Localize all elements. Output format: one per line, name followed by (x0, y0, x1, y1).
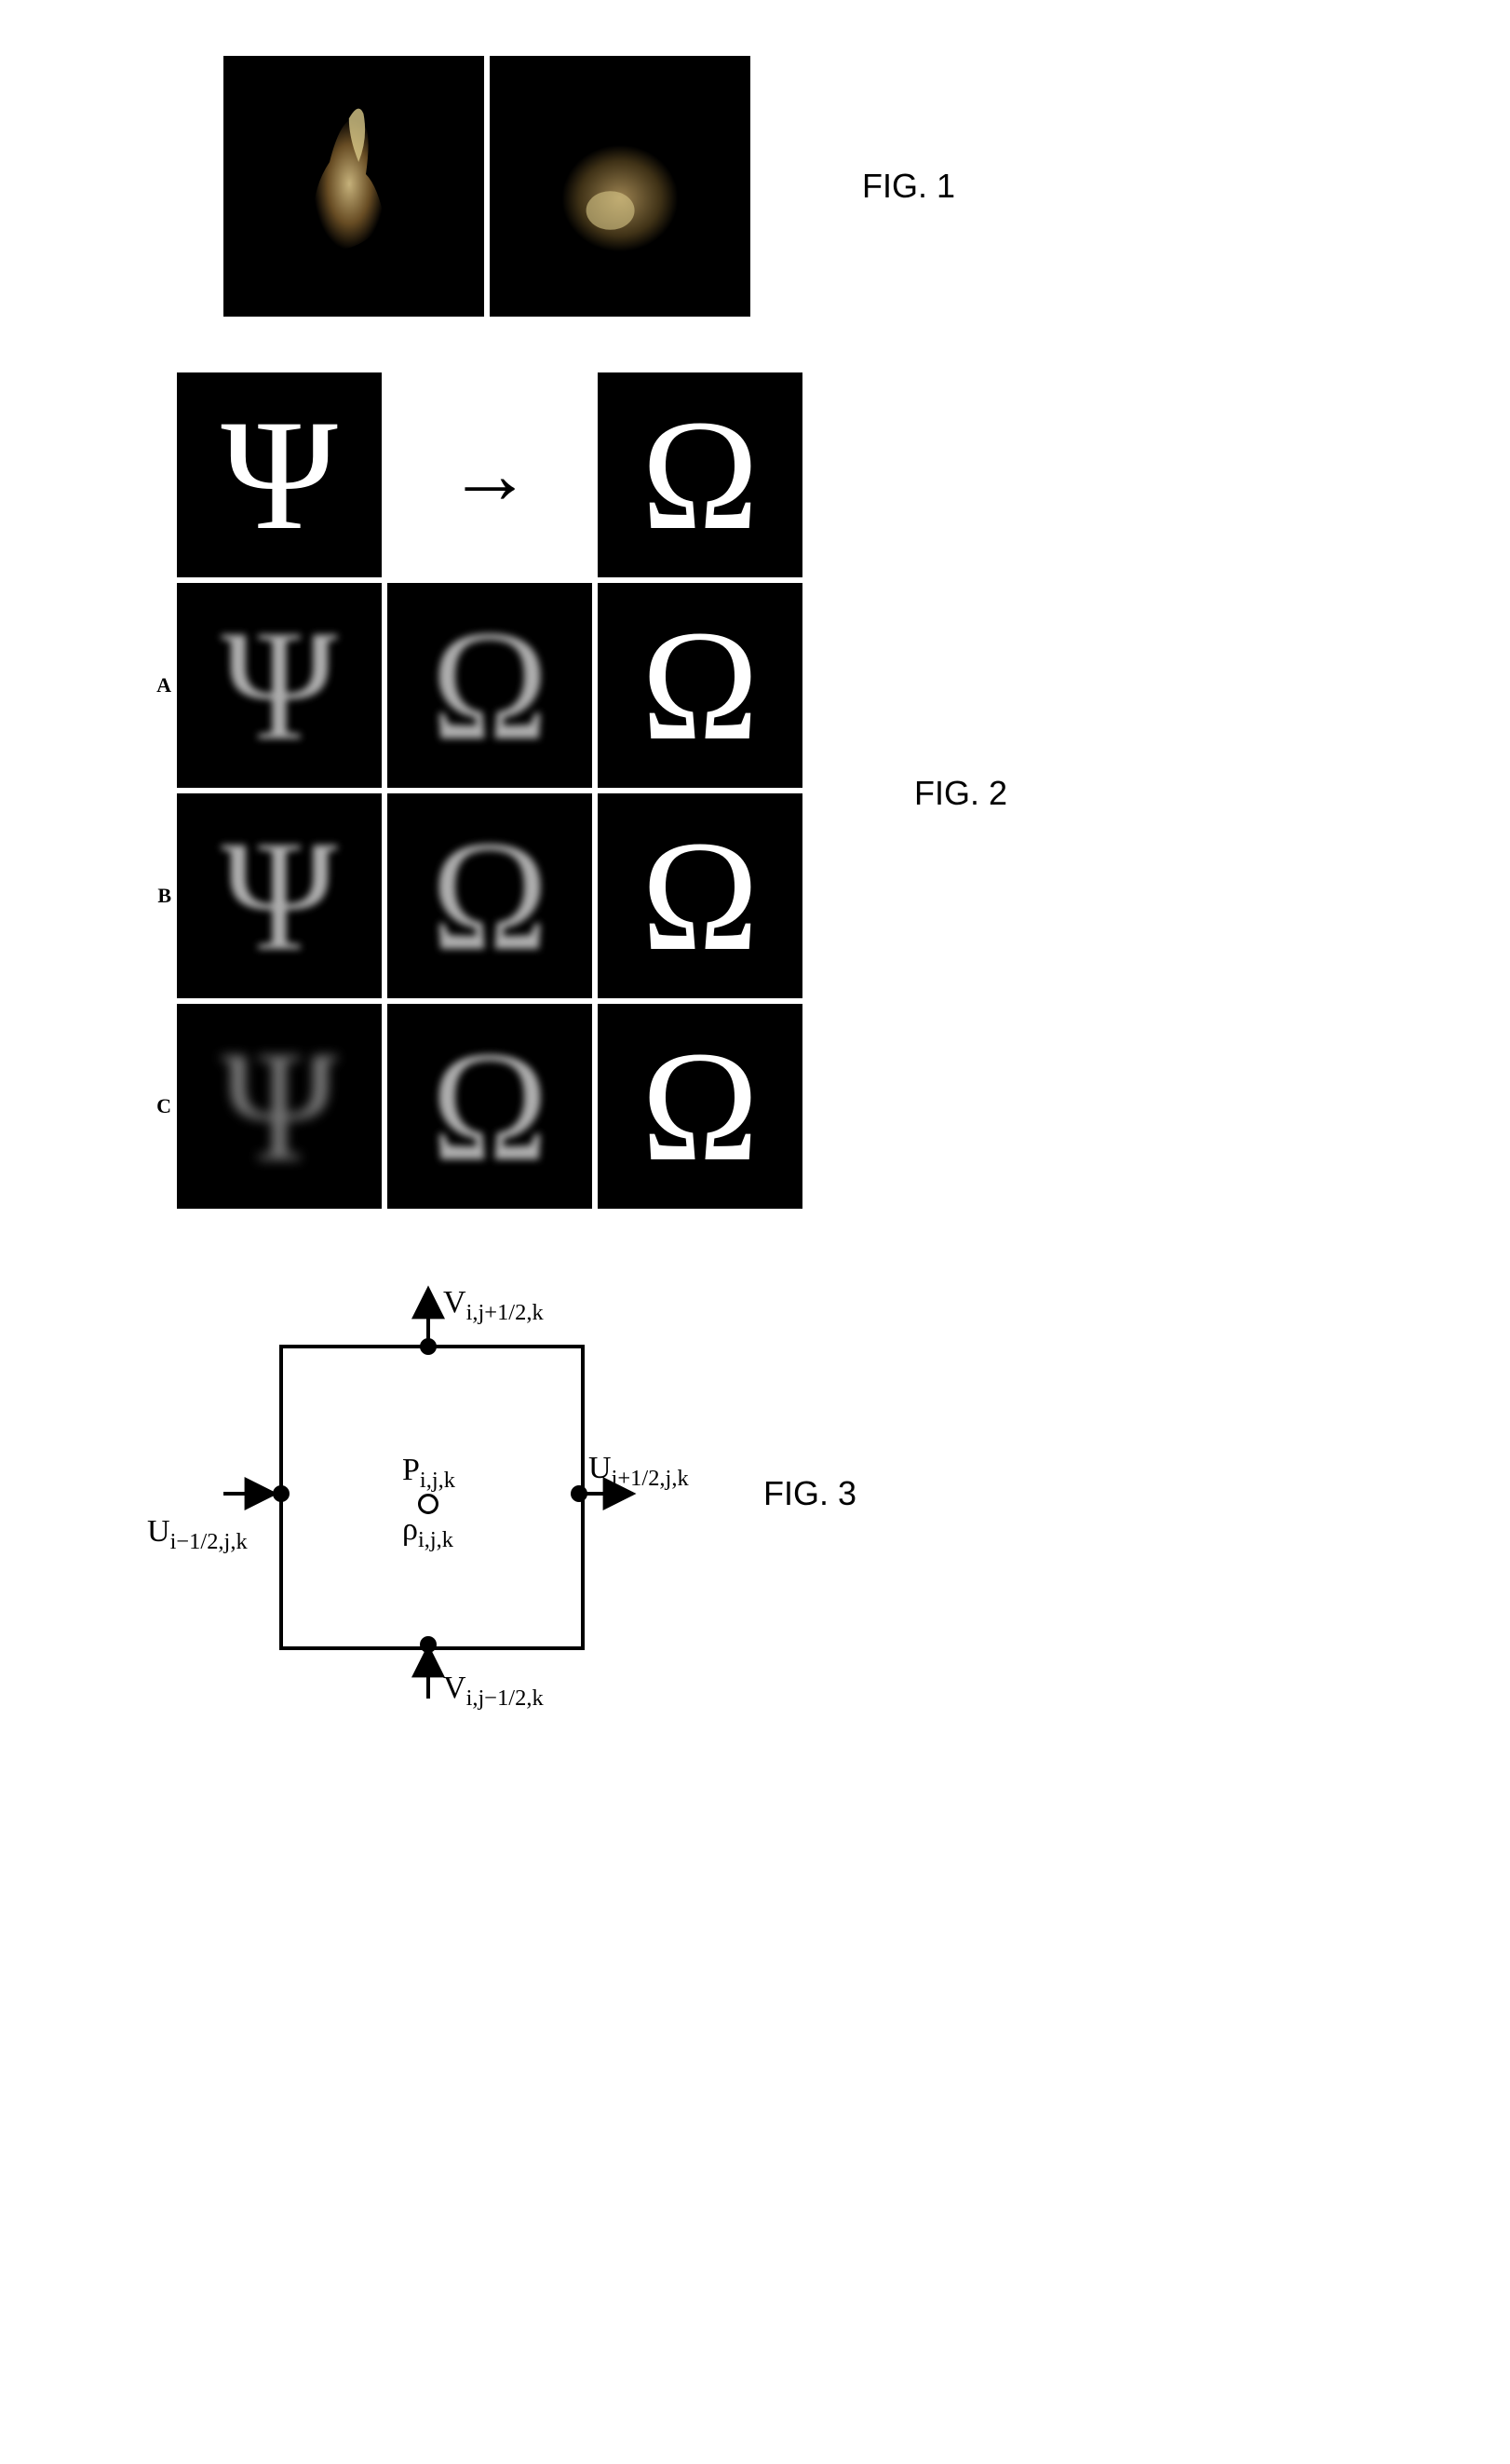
fig2-a-2: Ω (387, 583, 592, 788)
fig2-c-1: Ψ (177, 1004, 382, 1209)
omega-glyph: Ω (641, 396, 759, 554)
fig2-top-row: Ψ → Ω (177, 372, 802, 577)
fig2-c-3: Ω (598, 1004, 802, 1209)
fig2-b-1: Ψ (177, 793, 382, 998)
fig2-a-3: Ω (598, 583, 802, 788)
row-c-label: C (149, 1094, 171, 1118)
lbl-v-top: Vi,j+1/2,k (443, 1285, 544, 1320)
fig2-b-3: Ω (598, 793, 802, 998)
figure-3-row: Vi,j+1/2,k Vi,j−1/2,k Ui−1/2,j,k Ui+1/2,… (74, 1270, 1436, 1717)
fig2-a-1: Ψ (177, 583, 382, 788)
fig2-label: FIG. 2 (802, 774, 1436, 813)
lbl-u-left: Ui−1/2,j,k (147, 1514, 248, 1550)
fig2-row-a: A Ψ Ω Ω (149, 583, 802, 788)
fig2-arrow-tile: → (387, 372, 592, 577)
velocity-arrows (205, 1270, 652, 1717)
figure-2-row: Ψ → Ω A Ψ Ω Ω B Ψ Ω Ω C Ψ Ω Ω (74, 372, 1436, 1214)
fig2-grid: Ψ → Ω A Ψ Ω Ω B Ψ Ω Ω C Ψ Ω Ω (149, 372, 802, 1214)
lbl-v-bottom: Vi,j−1/2,k (443, 1671, 544, 1706)
fig2-b-2: Ω (387, 793, 592, 998)
fig2-row-c: C Ψ Ω Ω (149, 1004, 802, 1209)
fig2-target-tile: Ω (598, 372, 802, 577)
lbl-u-right: Ui+1/2,j,k (588, 1451, 689, 1486)
fig2-source-tile: Ψ (177, 372, 382, 577)
row-a-label: A (149, 673, 171, 697)
fig3-label: FIG. 3 (652, 1474, 1436, 1513)
lbl-rho-center: ρi,j,k (402, 1512, 453, 1548)
lbl-p-center: Pi,j,k (402, 1453, 455, 1488)
fig2-c-2: Ω (387, 1004, 592, 1209)
fig2-row-b: B Ψ Ω Ω (149, 793, 802, 998)
psi-glyph: Ψ (221, 396, 337, 554)
figure-1-row: FIG. 1 (74, 56, 1436, 317)
fig1-panel-1 (223, 56, 484, 317)
fig1-panel-2 (490, 56, 750, 317)
fig1-panels (223, 56, 750, 317)
mac-cell: Vi,j+1/2,k Vi,j−1/2,k Ui−1/2,j,k Ui+1/2,… (205, 1270, 652, 1717)
fig3-diagram: Vi,j+1/2,k Vi,j−1/2,k Ui−1/2,j,k Ui+1/2,… (205, 1270, 652, 1717)
row-b-label: B (149, 884, 171, 908)
fig1-label: FIG. 1 (750, 167, 1436, 206)
right-arrow-icon: → (448, 427, 532, 523)
